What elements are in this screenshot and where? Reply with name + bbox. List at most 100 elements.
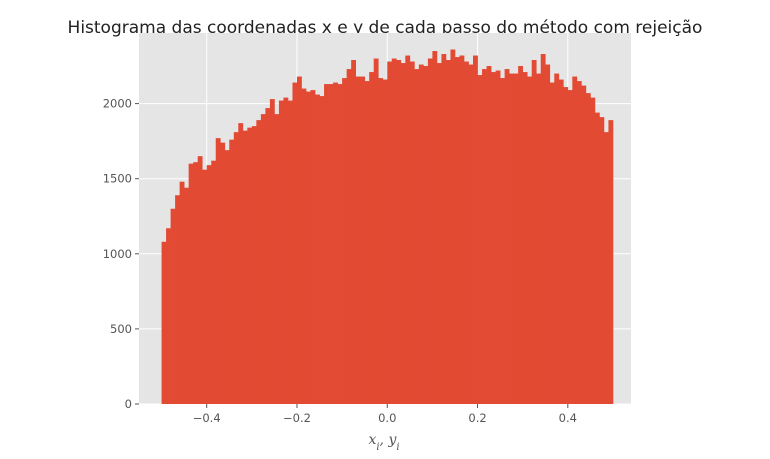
histogram-bar [220,142,226,404]
histogram-bar [315,94,320,404]
histogram-bar [513,73,519,404]
histogram-bar [260,114,266,404]
histogram-bar [463,61,469,405]
histogram-bar [418,64,424,404]
histogram-bar [504,69,510,404]
histogram-bar [197,156,203,404]
x-axis-ticks: −0.4 −0.2 0.0 0.2 0.4 [193,404,577,425]
x-tick-label: 0.0 [378,411,396,425]
histogram-bar [445,60,451,404]
histogram-bar [576,81,582,405]
histogram-bar [391,58,397,404]
histogram-bar [473,55,478,404]
histogram-bar [337,84,343,405]
histogram-bar [265,108,271,405]
histogram-bar [396,60,402,404]
x-axis-label: xi, yi [368,432,399,453]
histogram-bar [427,58,433,404]
histogram-bar [567,90,573,405]
y-tick-label: 1000 [103,247,132,261]
histogram-bar [603,132,609,404]
histogram-bar [423,66,429,405]
histogram-bar [400,63,406,404]
histogram-bar [414,69,420,404]
histogram-bar [495,70,501,405]
histogram-bar [296,76,302,404]
histogram-bar [563,87,569,404]
histogram-bar [175,195,180,404]
x-tick-label: 0.4 [559,411,577,425]
histogram-bar [405,55,411,404]
histogram-bar [441,54,447,404]
histogram-bar [360,76,366,404]
histogram-bar [594,112,600,404]
histogram-bar [373,58,379,404]
x-tick-label: −0.4 [193,411,221,425]
histogram-bar [224,150,230,404]
histogram-bar [328,84,334,405]
histogram-bar [599,117,605,405]
histogram-bar [247,127,253,404]
histogram-bar [233,132,239,404]
histogram-bar [491,72,496,404]
histogram-bar [355,76,361,404]
histogram-bar [256,120,262,405]
histogram-bar [382,79,388,405]
histogram-bar [269,99,275,405]
histogram-bar [238,123,244,404]
histogram-bar [378,78,384,404]
histogram-bar [184,187,190,404]
histogram-bar [251,126,257,405]
histogram-bar [324,84,329,405]
histogram-bar [581,85,587,404]
histogram-bar [319,96,325,404]
histogram-bar [590,97,596,405]
histogram-bar [351,60,357,404]
histogram-bar [202,169,208,404]
histogram-bar [527,76,533,404]
histogram-bar [432,51,438,404]
histogram-bar [179,181,185,404]
histogram-bar [283,97,289,405]
histogram-bar [166,228,171,404]
histogram-bar [585,93,591,405]
histogram-bar [215,138,221,404]
histogram-bar [188,163,194,404]
histogram-bar [193,162,199,404]
y-axis-ticks: 0 500 1000 1500 2000 [103,97,139,411]
histogram-bar [274,114,280,404]
histogram-bar [549,82,555,404]
histogram-bar [278,100,284,404]
histogram-bar [558,79,564,405]
histogram-bar [540,54,546,404]
histogram-bar [509,73,514,404]
x-tick-label: −0.2 [283,411,311,425]
histogram-bar [518,66,524,405]
histogram-bar [211,160,217,404]
y-tick-label: 2000 [103,97,132,111]
histogram-bar [292,82,298,404]
x-tick-label: 0.2 [468,411,486,425]
histogram-bar [545,64,551,404]
histogram-bar [554,73,560,404]
histogram-bar [306,91,311,404]
histogram-bar [436,63,442,404]
histogram-bar [301,88,307,405]
histogram-bar [500,78,505,404]
histogram-bar [206,165,212,404]
histogram-bar [531,60,537,404]
y-tick-label: 500 [110,322,132,336]
y-tick-label: 1500 [103,172,132,186]
histogram-bar [242,130,248,404]
histogram-bar [346,69,352,404]
histogram-bar [387,61,393,405]
histogram-bar [450,49,456,404]
histogram-bar [287,100,293,404]
histogram-bar [608,120,614,405]
histogram-bar [486,66,492,405]
y-tick-label: 0 [125,397,132,411]
histogram-bar [342,78,347,404]
histogram-bar [536,73,542,404]
histogram-bar [482,69,487,404]
